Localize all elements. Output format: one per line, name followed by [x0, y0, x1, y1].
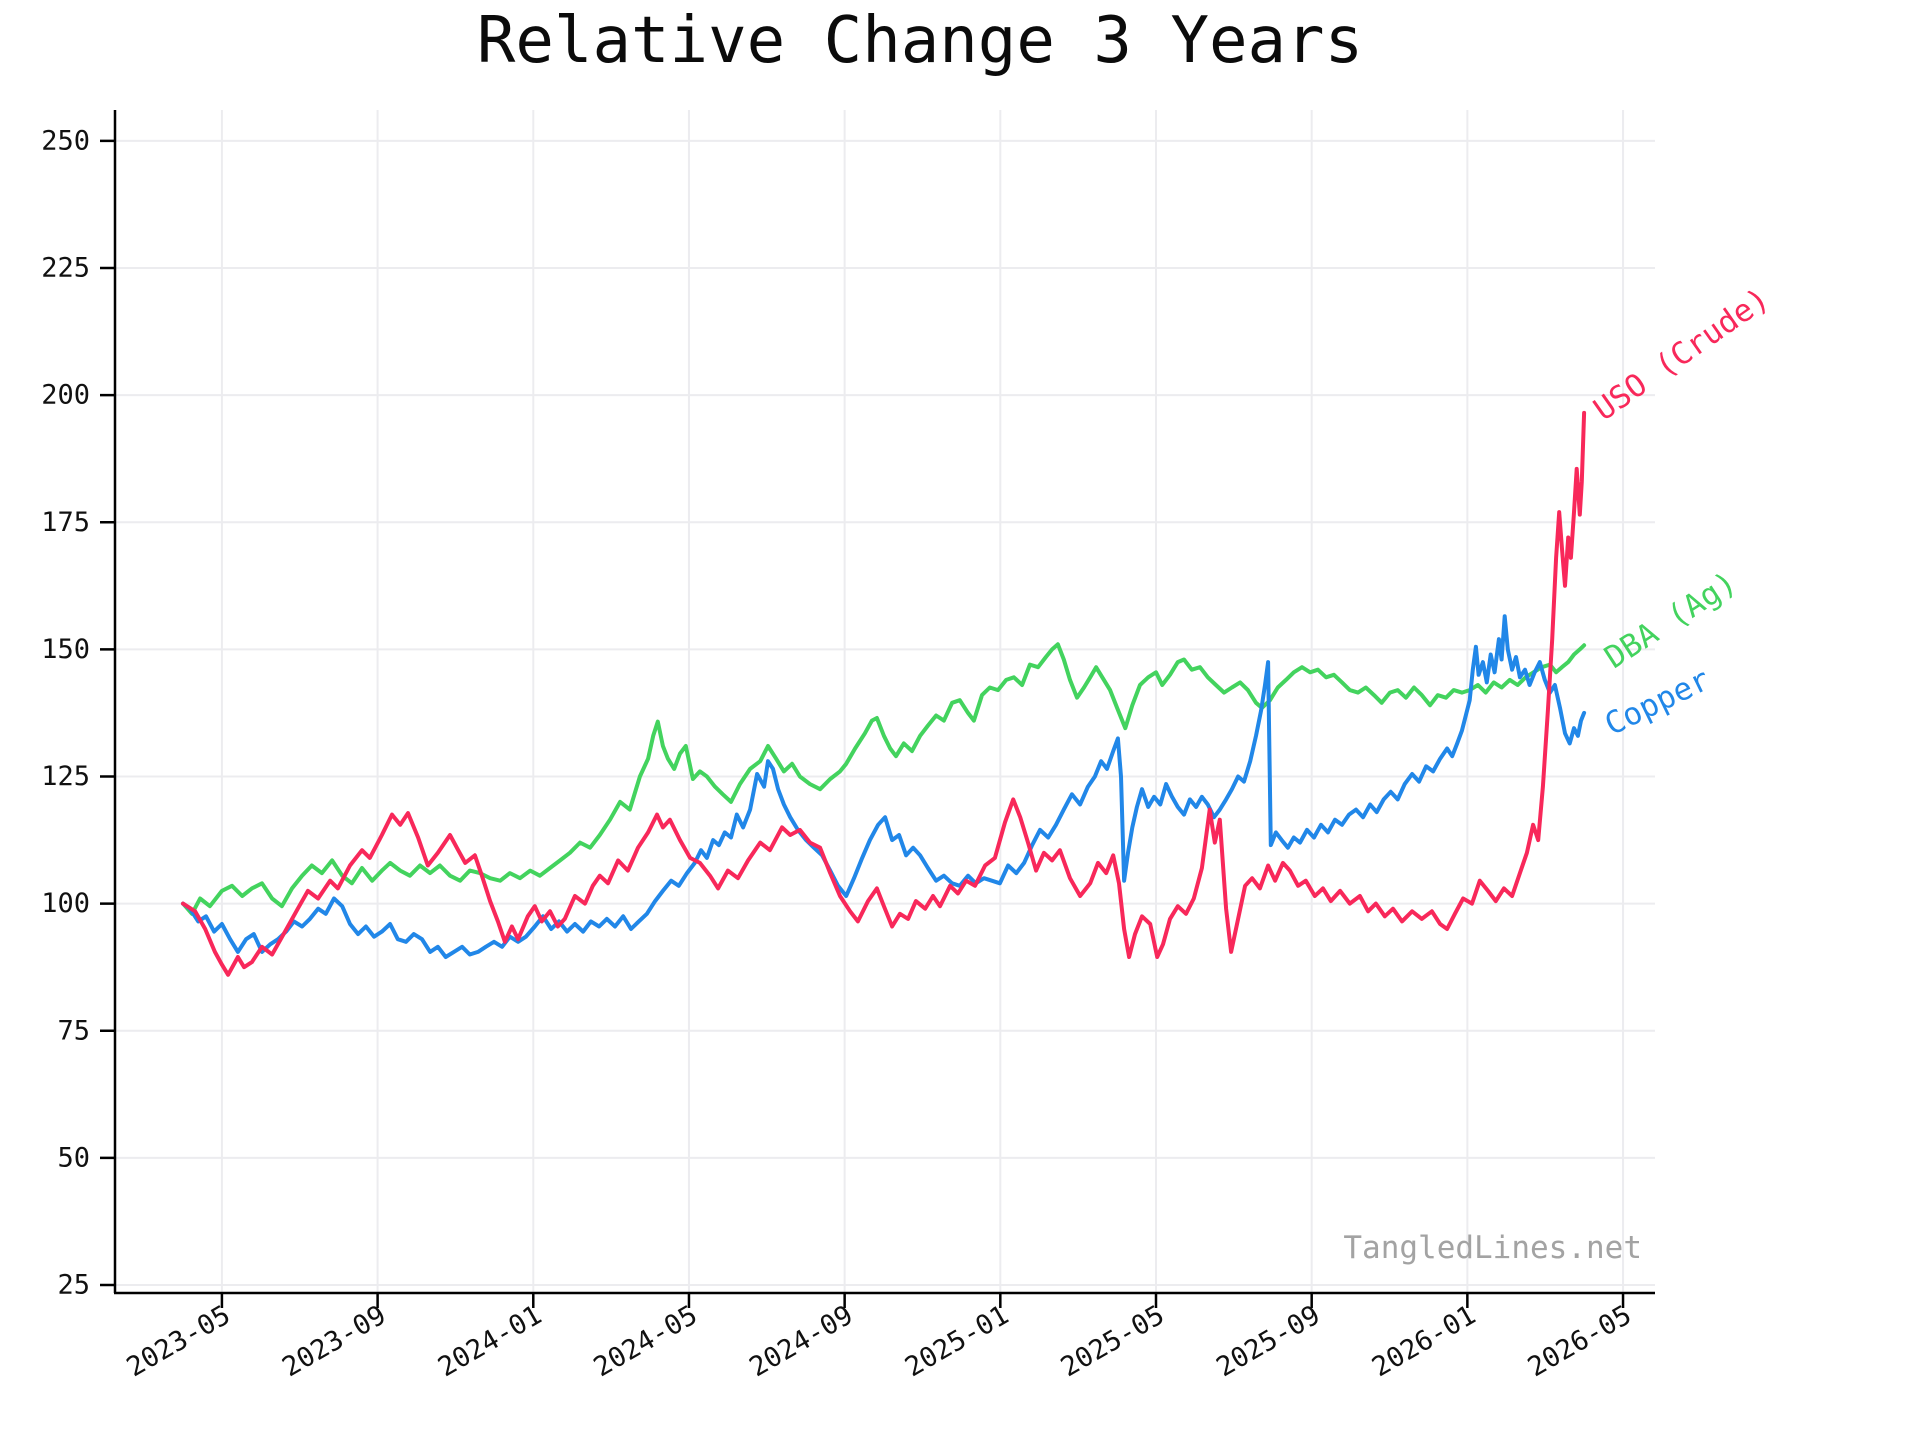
- x-tick-label: 2024-01: [433, 1300, 547, 1384]
- y-tick-label: 75: [57, 1015, 90, 1046]
- y-tick-label: 25: [57, 1270, 90, 1301]
- x-tick-label: 2024-05: [589, 1300, 703, 1384]
- y-tick-label: 225: [41, 253, 90, 284]
- y-tick-label: 50: [57, 1142, 90, 1173]
- y-tick-label: 200: [41, 380, 90, 411]
- y-tick-label: 150: [41, 634, 90, 665]
- series-line-dba-ag: [181, 642, 1587, 916]
- y-tick-label: 250: [41, 125, 90, 156]
- x-tick-label: 2026-05: [1523, 1300, 1637, 1384]
- series-line-uso-crude: [181, 410, 1587, 977]
- series-line-copper: [181, 614, 1587, 959]
- y-tick-label: 100: [41, 888, 90, 919]
- watermark: TangledLines.net: [1343, 1230, 1642, 1266]
- x-tick-label: 2025-01: [900, 1300, 1014, 1384]
- x-tick-label: 2023-05: [122, 1300, 236, 1384]
- y-tick-label: 125: [41, 761, 90, 792]
- chart-title: Relative Change 3 Years: [476, 4, 1364, 78]
- x-tick-label: 2025-09: [1211, 1300, 1325, 1384]
- x-tick-label: 2026-01: [1367, 1300, 1481, 1384]
- x-tick-label: 2025-05: [1056, 1300, 1170, 1384]
- x-tick-label: 2024-09: [744, 1300, 858, 1384]
- y-tick-label: 175: [41, 507, 90, 538]
- x-tick-label: 2023-09: [277, 1300, 391, 1384]
